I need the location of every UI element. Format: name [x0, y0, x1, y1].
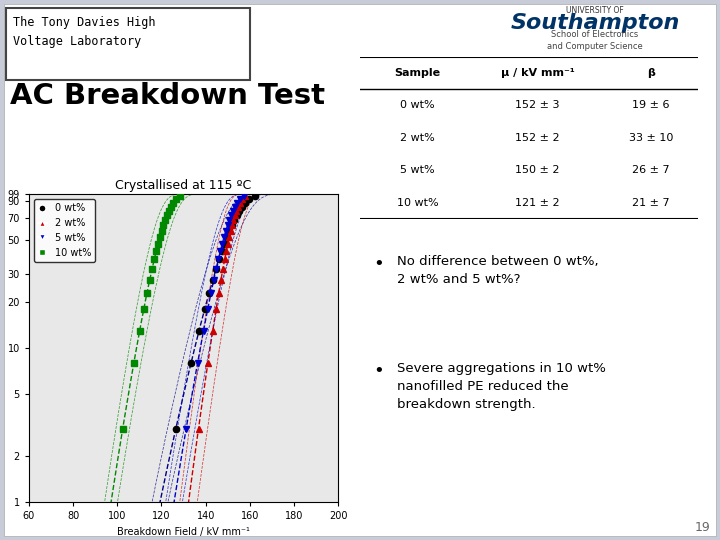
X-axis label: Breakdown Field / kV mm⁻¹: Breakdown Field / kV mm⁻¹ — [117, 527, 250, 537]
Text: The Tony Davies High
Voltage Laboratory: The Tony Davies High Voltage Laboratory — [13, 16, 156, 48]
FancyBboxPatch shape — [6, 8, 250, 80]
Legend: 0 wt%, 2 wt%, 5 wt%, 10 wt%: 0 wt%, 2 wt%, 5 wt%, 10 wt% — [34, 199, 95, 261]
Text: 19: 19 — [694, 521, 710, 534]
FancyBboxPatch shape — [4, 4, 716, 536]
Text: 152 ± 3: 152 ± 3 — [516, 100, 560, 110]
Text: AC Breakdown Test: AC Breakdown Test — [10, 82, 325, 110]
Text: Southampton: Southampton — [510, 13, 680, 33]
Text: 10 wt%: 10 wt% — [397, 198, 438, 207]
Text: 150 ± 2: 150 ± 2 — [516, 165, 560, 175]
Text: 26 ± 7: 26 ± 7 — [632, 165, 670, 175]
Text: β: β — [647, 68, 655, 78]
Text: •: • — [374, 255, 384, 273]
Text: 21 ± 7: 21 ± 7 — [632, 198, 670, 207]
Text: Severe aggregations in 10 wt%
nanofilled PE reduced the
breakdown strength.: Severe aggregations in 10 wt% nanofilled… — [397, 362, 606, 411]
Text: 19 ± 6: 19 ± 6 — [632, 100, 670, 110]
Text: μ / kV mm⁻¹: μ / kV mm⁻¹ — [501, 68, 575, 78]
Text: •: • — [374, 362, 384, 380]
Text: 33 ± 10: 33 ± 10 — [629, 133, 673, 143]
Text: UNIVERSITY OF: UNIVERSITY OF — [566, 6, 624, 15]
Title: Crystallised at 115 ºC: Crystallised at 115 ºC — [115, 179, 252, 192]
Text: 0 wt%: 0 wt% — [400, 100, 435, 110]
Text: No difference between 0 wt%,
2 wt% and 5 wt%?: No difference between 0 wt%, 2 wt% and 5… — [397, 255, 599, 286]
Text: 121 ± 2: 121 ± 2 — [516, 198, 560, 207]
Text: Sample: Sample — [395, 68, 441, 78]
Text: School of Electronics
and Computer Science: School of Electronics and Computer Scien… — [547, 30, 643, 51]
Text: 5 wt%: 5 wt% — [400, 165, 435, 175]
Text: 152 ± 2: 152 ± 2 — [516, 133, 560, 143]
Text: 2 wt%: 2 wt% — [400, 133, 435, 143]
